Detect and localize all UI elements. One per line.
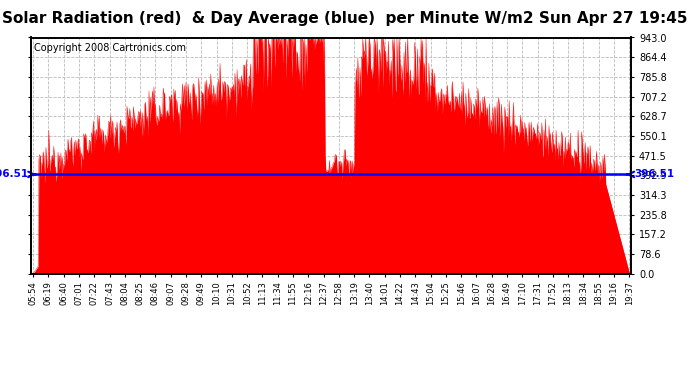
Text: 396.51: 396.51 [0, 170, 28, 179]
Text: Solar Radiation (red)  & Day Average (blue)  per Minute W/m2 Sun Apr 27 19:45: Solar Radiation (red) & Day Average (blu… [2, 11, 688, 26]
Text: Copyright 2008 Cartronics.com: Copyright 2008 Cartronics.com [34, 44, 186, 53]
Text: 396.51: 396.51 [634, 170, 675, 179]
